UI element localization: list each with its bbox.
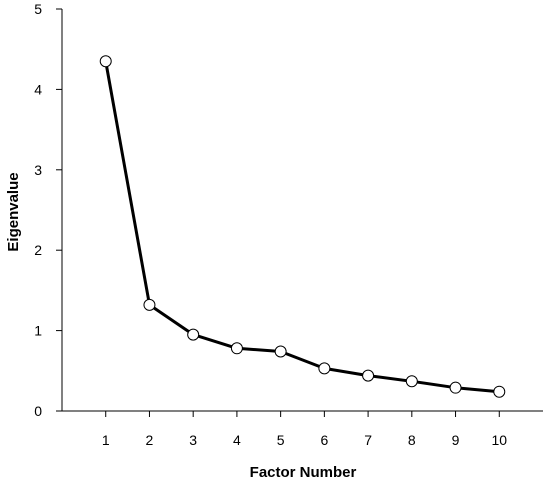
data-point [318, 362, 331, 375]
y-tick-label: 4 [34, 81, 42, 97]
axes [61, 9, 543, 412]
data-point [143, 298, 156, 311]
series-line-path [104, 61, 500, 394]
tick-marks [56, 8, 500, 417]
x-axis-title: Factor Number [250, 464, 357, 481]
x-tick-label: 1 [102, 432, 110, 448]
x-tick-label: 9 [452, 432, 460, 448]
y-tick-label: 0 [34, 403, 42, 419]
data-point [99, 55, 112, 68]
x-tick-label: 2 [146, 432, 154, 448]
x-tick-label: 3 [189, 432, 197, 448]
x-tick-label: 10 [491, 432, 507, 448]
x-tick-label: 8 [408, 432, 416, 448]
data-point [187, 328, 200, 341]
data-point [274, 345, 287, 358]
data-point [493, 385, 506, 398]
y-axis-title: Eigenvalue [5, 172, 22, 251]
y-tick-label: 3 [34, 162, 42, 178]
data-point [405, 375, 418, 388]
data-point [230, 342, 243, 355]
series-line [104, 61, 500, 394]
y-tick-label: 5 [34, 1, 42, 17]
data-point [449, 381, 462, 394]
x-tick-label: 4 [233, 432, 241, 448]
y-tick-label: 1 [34, 323, 42, 339]
tick-labels: 0 1 2 3 4 5 1 2 3 4 5 6 7 8 9 10 [34, 1, 507, 448]
data-points [99, 55, 506, 398]
x-tick-label: 5 [277, 432, 285, 448]
x-tick-label: 6 [320, 432, 328, 448]
y-tick-label: 2 [34, 242, 42, 258]
data-point [362, 369, 375, 382]
x-tick-label: 7 [364, 432, 372, 448]
